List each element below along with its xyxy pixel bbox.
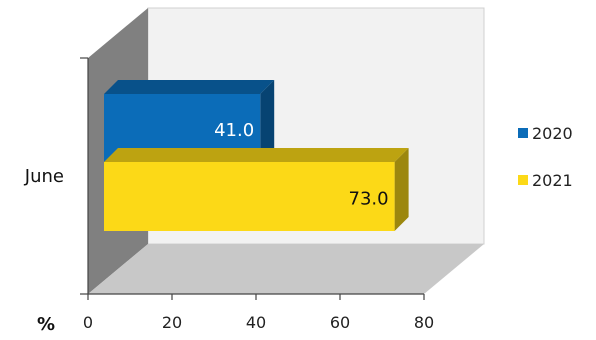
x-tick-label: 40 (246, 313, 266, 332)
legend-swatch-2021 (518, 175, 528, 185)
floor (88, 244, 484, 294)
x-tick-label: 60 (330, 313, 350, 332)
data-label-2021: 73.0 (349, 189, 389, 210)
bar-top-face (104, 148, 409, 162)
x-tick-label: 80 (414, 313, 434, 332)
category-label: June (24, 166, 64, 187)
x-tick-label: 20 (162, 313, 182, 332)
legend-swatch-2020 (518, 128, 528, 138)
legend-label-2021: 2021 (532, 171, 573, 190)
data-label-2020: 41.0 (214, 120, 254, 141)
x-tick-label: 0 (83, 313, 93, 332)
x-axis-label: % (37, 314, 55, 335)
bar-2021 (104, 162, 395, 231)
legend-label-2020: 2020 (532, 124, 573, 143)
bar-side-face (394, 148, 409, 231)
bar-top-face (104, 80, 275, 94)
bar-side-face (260, 80, 275, 162)
